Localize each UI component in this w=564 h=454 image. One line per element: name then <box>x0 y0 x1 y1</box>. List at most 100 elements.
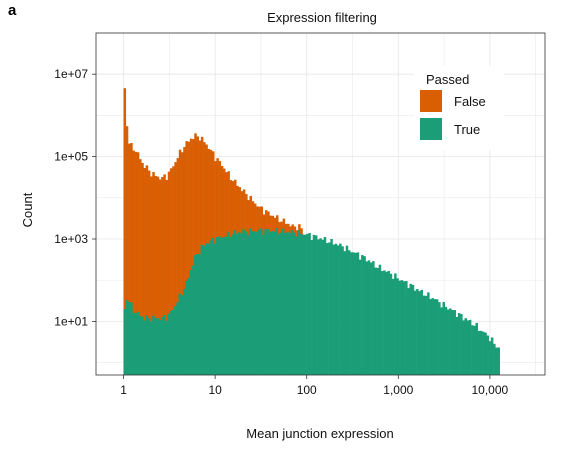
histogram-bar-true <box>306 233 309 375</box>
histogram-bar-true <box>350 252 353 375</box>
histogram-bar-true <box>475 322 478 375</box>
histogram-bar-true <box>325 243 329 375</box>
histogram-bar-true <box>427 292 430 375</box>
x-tick-label: 10,000 <box>472 383 509 397</box>
legend-label-false: False <box>454 94 486 109</box>
histogram-bar-true <box>482 331 485 375</box>
histogram-bar-true <box>286 231 289 375</box>
histogram-bar-true <box>495 347 498 375</box>
histogram-bar-true <box>411 284 415 375</box>
histogram-bar-true <box>484 332 487 375</box>
histogram-bar-true <box>176 302 179 375</box>
histogram-bar-true <box>387 270 391 375</box>
histogram-bar-true <box>488 341 492 375</box>
histogram-bar-true <box>409 283 413 375</box>
histogram-bar-true <box>352 252 355 375</box>
histogram-bar-true <box>314 235 318 375</box>
histogram-bar-true <box>270 230 274 375</box>
histogram-bar-true <box>389 273 393 375</box>
histogram-bar-true <box>222 236 226 375</box>
histogram-bar-true <box>301 234 305 375</box>
histogram-bar-true <box>169 311 173 375</box>
histogram-bar-true <box>376 267 380 375</box>
histogram-bar-false <box>178 149 182 375</box>
histogram-bar-true <box>378 264 382 375</box>
histogram-bar-true <box>209 240 212 375</box>
histogram-bar-true <box>178 293 182 375</box>
histogram-bar-false <box>163 174 166 375</box>
histogram-bar-true <box>369 262 373 375</box>
histogram-bar-true <box>477 330 481 375</box>
histogram-bar-true <box>211 237 215 375</box>
histogram-bar-true <box>400 280 404 375</box>
histogram-bar-true <box>295 236 298 375</box>
histogram-bar-false <box>181 152 184 375</box>
histogram-bar-false <box>147 170 151 375</box>
histogram-bar-true <box>479 330 483 375</box>
y-axis-ticks: 1e+01 1e+03 1e+05 1e+07 <box>54 67 96 328</box>
histogram-bar-true <box>152 315 155 375</box>
histogram-bar-true <box>266 229 270 375</box>
histogram-bar-true <box>433 299 437 375</box>
histogram-bar-true <box>299 233 303 375</box>
histogram-bar-false <box>143 167 146 375</box>
histogram-bar-true <box>407 288 410 375</box>
histogram-bar-true <box>380 271 384 375</box>
histogram-bar-false <box>176 158 180 375</box>
histogram-bar-true <box>226 231 230 375</box>
histogram-bar-true <box>145 315 149 375</box>
histogram-bar-true <box>220 237 223 375</box>
histogram-bar-true <box>257 229 261 375</box>
histogram-bar-true <box>402 281 406 375</box>
series-true-bars <box>123 228 500 375</box>
y-tick-label: 1e+03 <box>54 232 88 246</box>
histogram-bar-true <box>167 313 171 375</box>
histogram-bar-true <box>431 298 434 375</box>
histogram-bar-true <box>462 320 465 375</box>
histogram-bar-false <box>167 171 171 375</box>
histogram-bar-true <box>196 253 199 375</box>
histogram-bar-true <box>158 320 162 375</box>
histogram-bar-true <box>187 278 190 375</box>
legend: Passed False True <box>414 66 504 150</box>
legend-swatch-false <box>420 90 442 112</box>
histogram-bar-true <box>231 234 234 375</box>
histogram-bar-true <box>383 270 386 375</box>
histogram-bar-true <box>275 228 278 375</box>
histogram-bar-false <box>152 172 155 375</box>
histogram-bar-true <box>405 281 408 375</box>
histogram-bar-true <box>290 230 294 375</box>
histogram-bar-true <box>185 280 188 375</box>
histogram-bar-true <box>336 245 340 375</box>
histogram-bar-true <box>281 228 285 375</box>
histogram-bar-true <box>308 232 311 375</box>
histogram-bar-true <box>330 238 333 375</box>
histogram-bar-true <box>251 231 254 375</box>
histogram-bar-true <box>361 255 364 375</box>
histogram-bar-true <box>141 316 144 375</box>
x-tick-label: 1,000 <box>383 383 413 397</box>
x-tick-label: 100 <box>297 383 317 397</box>
histogram-bar-false <box>187 141 191 375</box>
histogram-bar-true <box>160 316 164 375</box>
histogram-bar-true <box>374 267 377 375</box>
histogram-bar-true <box>242 229 245 375</box>
histogram-bar-true <box>367 260 371 375</box>
histogram-bar-true <box>466 320 470 375</box>
histogram-bar-false <box>189 138 193 375</box>
histogram-bar-true <box>246 235 250 375</box>
histogram-bar-true <box>321 239 325 375</box>
histogram-bar-true <box>171 309 175 375</box>
histogram-bar-true <box>363 256 366 375</box>
histogram-bar-true <box>343 251 347 375</box>
histogram-bar-true <box>429 299 432 375</box>
histogram-bar-true <box>204 243 208 375</box>
histogram-bar-true <box>394 273 397 375</box>
histogram-bar-true <box>372 261 375 375</box>
histogram-bar-true <box>284 233 287 375</box>
histogram-bar-true <box>273 231 276 375</box>
histogram-bar-true <box>471 325 474 375</box>
histogram-bar-false <box>174 162 177 375</box>
histogram-bar-true <box>341 246 344 375</box>
